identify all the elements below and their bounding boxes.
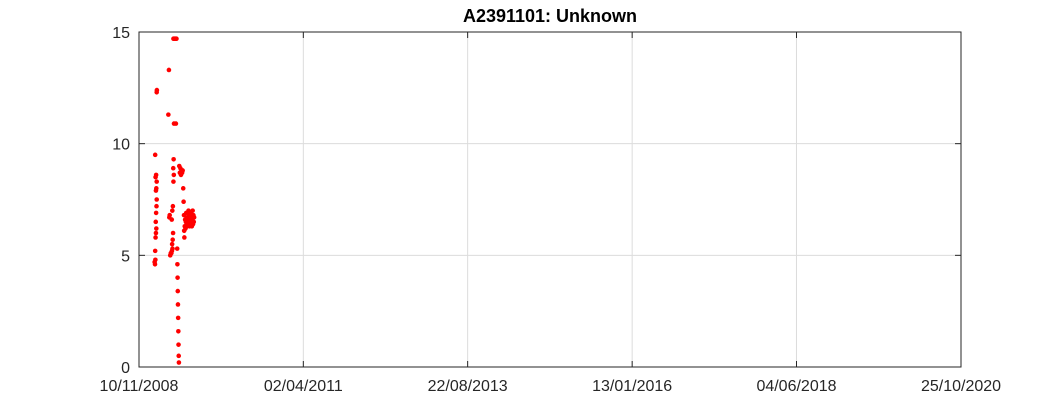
data-point bbox=[176, 353, 182, 359]
data-point bbox=[154, 179, 159, 184]
y-tick-label: 0 bbox=[121, 360, 130, 377]
data-point bbox=[170, 165, 176, 171]
data-point bbox=[176, 360, 182, 365]
grid bbox=[138, 31, 962, 368]
data-point bbox=[153, 210, 159, 216]
data-point bbox=[153, 172, 159, 178]
data-point bbox=[182, 235, 187, 240]
y-tick-label: 10 bbox=[112, 137, 130, 154]
x-tick-label: 25/10/2020 bbox=[921, 378, 1001, 395]
data-point bbox=[175, 275, 180, 280]
data-point bbox=[169, 217, 175, 222]
data-point bbox=[173, 121, 179, 126]
data-point bbox=[152, 248, 158, 254]
data-point bbox=[171, 179, 176, 184]
data-point bbox=[174, 36, 179, 41]
data-point bbox=[152, 152, 158, 158]
data-point bbox=[191, 215, 197, 220]
data-points bbox=[152, 36, 197, 365]
data-point bbox=[154, 226, 159, 231]
data-point bbox=[175, 315, 181, 321]
data-point bbox=[154, 197, 159, 202]
chart-title: A2391101: Unknown bbox=[463, 6, 637, 26]
x-tick-label: 13/01/2016 bbox=[592, 378, 672, 395]
data-point bbox=[171, 172, 177, 178]
data-point bbox=[170, 230, 176, 236]
data-point bbox=[170, 237, 175, 242]
data-point bbox=[166, 112, 171, 117]
data-point bbox=[176, 342, 181, 347]
data-point bbox=[176, 328, 181, 334]
data-point bbox=[153, 230, 159, 236]
data-point bbox=[175, 288, 181, 294]
data-point bbox=[170, 203, 176, 209]
data-point bbox=[166, 67, 172, 73]
plot-area-frame bbox=[138, 31, 962, 368]
data-point bbox=[180, 186, 186, 191]
x-tick-label: 04/06/2018 bbox=[756, 378, 836, 395]
data-point bbox=[154, 186, 159, 191]
data-point bbox=[153, 219, 159, 225]
data-point bbox=[171, 157, 176, 162]
data-point bbox=[152, 261, 158, 267]
y-tick-label: 15 bbox=[112, 25, 130, 42]
data-point bbox=[169, 241, 175, 247]
data-point bbox=[167, 212, 172, 218]
data-point bbox=[190, 208, 195, 213]
x-tick-label: 10/11/2008 bbox=[100, 378, 179, 395]
data-point bbox=[170, 208, 175, 213]
data-point bbox=[153, 235, 158, 240]
data-point bbox=[180, 168, 185, 173]
data-point bbox=[174, 246, 180, 251]
x-axis: 10/11/2008 02/04/2011 22/08/2013 13/01/2016… bbox=[100, 32, 1001, 395]
data-point bbox=[154, 87, 160, 93]
data-point bbox=[170, 246, 175, 251]
x-tick-label: 02/04/2011 bbox=[264, 378, 343, 395]
data-point bbox=[175, 302, 181, 307]
data-point bbox=[181, 199, 186, 205]
x-tick-label: 22/08/2013 bbox=[428, 378, 508, 395]
y-axis: 0 5 10 15 bbox=[112, 25, 961, 377]
y-tick-label: 5 bbox=[121, 248, 130, 265]
data-point bbox=[154, 203, 159, 209]
data-point bbox=[175, 261, 180, 267]
data-point bbox=[153, 257, 158, 263]
data-point bbox=[191, 219, 197, 225]
